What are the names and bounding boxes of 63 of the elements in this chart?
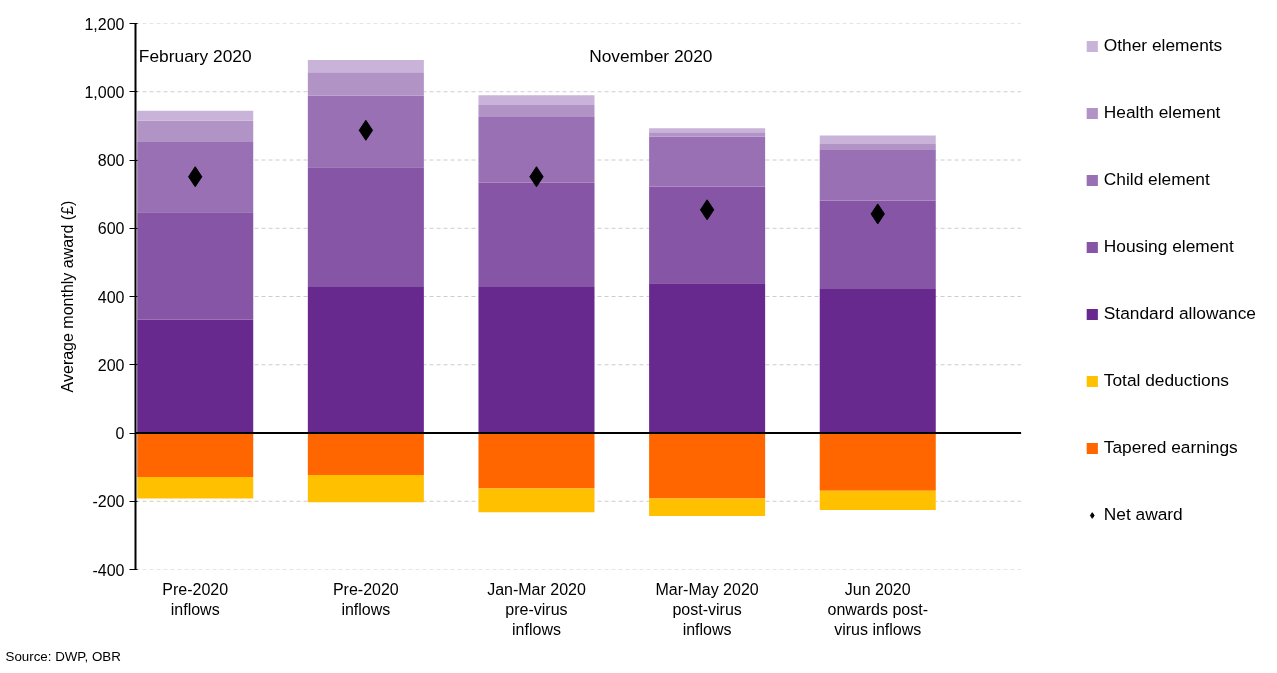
x-tick-label: Pre-2020 inflows xyxy=(162,580,229,618)
bar xyxy=(478,433,595,489)
bar xyxy=(137,120,254,142)
bar xyxy=(478,286,595,433)
x-tick-label: Jan-Mar 2020 pre-virus inflows xyxy=(487,580,586,639)
y-tick-label: 200 xyxy=(97,356,125,374)
bar xyxy=(649,498,766,516)
bar xyxy=(307,167,424,287)
bar xyxy=(307,60,424,73)
bar xyxy=(649,136,766,187)
legend-label: Housing element xyxy=(1103,236,1234,257)
bar xyxy=(819,433,936,491)
bar xyxy=(137,433,254,478)
bar xyxy=(649,283,766,433)
y-tick-label: -400 xyxy=(92,561,125,579)
bar xyxy=(819,490,936,511)
bar xyxy=(819,200,936,289)
y-tick-label: 1,200 xyxy=(84,15,125,33)
legend-label: Other elements xyxy=(1103,35,1223,56)
annotation: February 2020 xyxy=(138,45,252,66)
y-tick-label: 600 xyxy=(97,220,125,238)
bar xyxy=(649,132,766,137)
x-tick-label: Pre-2020 inflows xyxy=(332,580,399,618)
bar xyxy=(478,182,595,287)
bar xyxy=(137,141,254,213)
y-axis-title: Average monthly award (£) xyxy=(59,200,77,393)
y-tick-label: 400 xyxy=(97,288,125,306)
bar xyxy=(649,433,766,499)
bar xyxy=(307,286,424,433)
bar xyxy=(307,474,424,503)
bar xyxy=(137,212,254,320)
bar xyxy=(478,488,595,513)
y-tick-label: -200 xyxy=(92,493,125,511)
legend-label: Child element xyxy=(1103,169,1210,190)
y-tick-label: 0 xyxy=(115,425,125,442)
x-tick-label: Jun 2020 onwards post-virus inflows xyxy=(827,580,929,639)
legend-label: Tapered earnings xyxy=(1103,437,1238,458)
y-tick-label: 1,000 xyxy=(84,83,125,101)
bar xyxy=(649,128,766,133)
point xyxy=(699,199,715,221)
bar xyxy=(307,95,424,168)
bar xyxy=(819,135,936,144)
bar xyxy=(649,186,766,284)
bar xyxy=(137,477,254,499)
legend-label: Net award xyxy=(1103,504,1183,525)
bar xyxy=(137,319,254,433)
source-note: Source: DWP, OBR xyxy=(5,648,121,664)
bar xyxy=(307,433,424,475)
legend-label: Health element xyxy=(1103,102,1221,123)
bar xyxy=(307,72,424,96)
bar xyxy=(819,288,936,433)
y-tick-label: 800 xyxy=(97,152,125,169)
point xyxy=(358,119,374,141)
bar xyxy=(819,143,936,151)
x-tick-label: Mar-May 2020 post-virus inflows xyxy=(655,580,759,639)
bar xyxy=(478,117,595,183)
bar xyxy=(478,105,595,117)
annotation: November 2020 xyxy=(589,45,713,66)
bar xyxy=(137,110,254,121)
legend-label: Standard allowance xyxy=(1103,303,1256,324)
legend-label: Total deductions xyxy=(1103,370,1230,391)
bar xyxy=(478,95,595,106)
bar xyxy=(819,150,936,201)
